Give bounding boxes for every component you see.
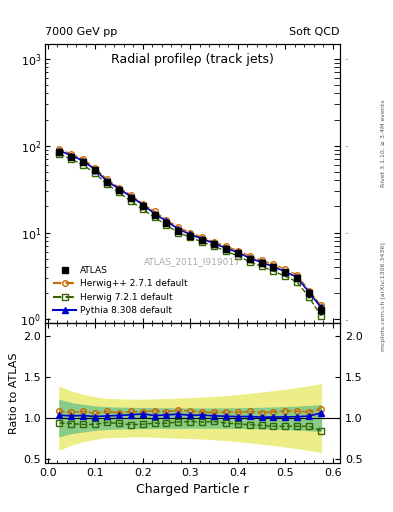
X-axis label: Charged Particle r: Charged Particle r [136,483,249,496]
Text: Radial profileρ (track jets): Radial profileρ (track jets) [111,53,274,67]
Text: ATLAS_2011_I919017: ATLAS_2011_I919017 [144,258,241,266]
Legend: ATLAS, Herwig++ 2.7.1 default, Herwig 7.2.1 default, Pythia 8.308 default: ATLAS, Herwig++ 2.7.1 default, Herwig 7.… [50,262,192,319]
Y-axis label: Ratio to ATLAS: Ratio to ATLAS [9,353,19,434]
Text: Rivet 3.1.10, ≥ 3.4M events: Rivet 3.1.10, ≥ 3.4M events [381,99,386,187]
Text: Soft QCD: Soft QCD [290,27,340,37]
Text: mcplots.cern.ch [arXiv:1306.3436]: mcplots.cern.ch [arXiv:1306.3436] [381,243,386,351]
Text: 7000 GeV pp: 7000 GeV pp [45,27,118,37]
